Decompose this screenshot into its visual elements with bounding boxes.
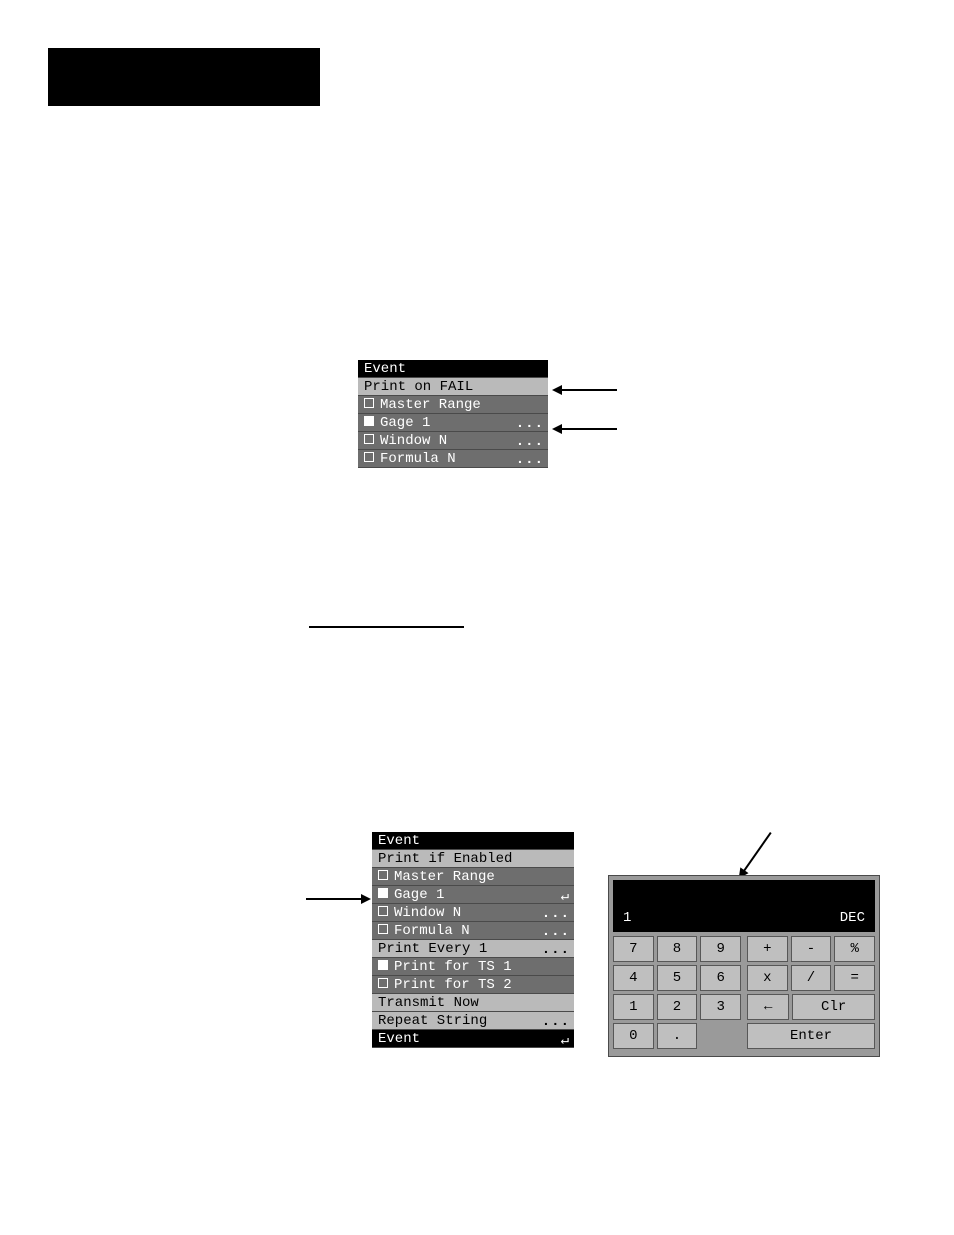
menu-item-label: Print Every 1 xyxy=(378,941,487,957)
continuation-icon: ... xyxy=(542,905,570,923)
checkbox-empty-icon xyxy=(364,452,374,462)
menu-item[interactable]: Window N... xyxy=(358,432,548,450)
menu-header: Event xyxy=(358,360,548,378)
arrow-to-print-on-fail xyxy=(562,389,617,391)
menu-item-label: Formula N xyxy=(380,451,456,467)
key-0[interactable]: 0 xyxy=(613,1023,654,1049)
menu-item[interactable]: Formula N... xyxy=(358,450,548,468)
menu-item-label: Print on FAIL xyxy=(364,379,473,395)
menu-item[interactable]: Print on FAIL xyxy=(358,378,548,396)
black-header-box xyxy=(48,48,320,106)
checkbox-empty-icon xyxy=(378,906,388,916)
key-9[interactable]: 9 xyxy=(700,936,741,962)
key--[interactable]: - xyxy=(791,936,832,962)
continuation-icon: ... xyxy=(542,1013,570,1031)
checkbox-empty-icon xyxy=(378,924,388,934)
checkbox-empty-icon xyxy=(364,398,374,408)
menu-header: Event xyxy=(372,832,574,850)
menu-item[interactable]: Transmit Now xyxy=(372,994,574,1012)
event-menu-2: EventPrint if EnabledMaster RangeGage 1↵… xyxy=(372,832,574,1048)
menu-item-label: Event xyxy=(378,1031,420,1047)
key-%[interactable]: % xyxy=(834,936,875,962)
continuation-icon: ... xyxy=(516,415,544,433)
menu-item-label: Master Range xyxy=(380,397,481,413)
menu-item-label: Print for TS 2 xyxy=(394,977,512,993)
key-=[interactable]: = xyxy=(834,965,875,991)
continuation-icon: ... xyxy=(516,451,544,469)
arrow-to-calculator xyxy=(739,832,772,877)
menu-item[interactable]: Gage 1↵ xyxy=(372,886,574,904)
menu-item-label: Formula N xyxy=(394,923,470,939)
menu-item-label: Window N xyxy=(380,433,447,449)
calculator: 1 DEC 7894561230. +-%x/=←ClrEnter xyxy=(608,875,880,1057)
menu-item[interactable]: Gage 1... xyxy=(358,414,548,432)
menu-item-label: Master Range xyxy=(394,869,495,885)
return-icon: ↵ xyxy=(561,1032,569,1050)
menu-item-label: Window N xyxy=(394,905,461,921)
key-8[interactable]: 8 xyxy=(657,936,698,962)
key-+[interactable]: + xyxy=(747,936,788,962)
key-/[interactable]: / xyxy=(791,965,832,991)
arrow-to-gage1-a xyxy=(562,428,617,430)
key-enter[interactable]: Enter xyxy=(747,1023,875,1049)
calc-display-value: 1 xyxy=(623,910,631,926)
checkbox-empty-icon xyxy=(378,870,388,880)
key-5[interactable]: 5 xyxy=(657,965,698,991)
key-7[interactable]: 7 xyxy=(613,936,654,962)
menu-item-label: Repeat String xyxy=(378,1013,487,1029)
menu-item-label: Print for TS 1 xyxy=(394,959,512,975)
key-1[interactable]: 1 xyxy=(613,994,654,1020)
key-2[interactable]: 2 xyxy=(657,994,698,1020)
menu-item[interactable]: Print Every 1... xyxy=(372,940,574,958)
menu-item[interactable]: Formula N... xyxy=(372,922,574,940)
checkbox-checked-icon xyxy=(378,960,388,970)
calc-oppad: +-% x/= ←Clr Enter xyxy=(747,936,875,1052)
continuation-icon: ... xyxy=(516,433,544,451)
menu-item-label: Print if Enabled xyxy=(378,851,512,867)
key-3[interactable]: 3 xyxy=(700,994,741,1020)
menu-item[interactable]: Print for TS 2 xyxy=(372,976,574,994)
menu-item[interactable]: Repeat String... xyxy=(372,1012,574,1030)
checkbox-empty-icon xyxy=(378,978,388,988)
key-x[interactable]: x xyxy=(747,965,788,991)
menu-item[interactable]: Print if Enabled xyxy=(372,850,574,868)
menu-item-label: Gage 1 xyxy=(394,887,444,903)
arrow-to-gage1-b xyxy=(306,898,361,900)
calc-display-mode: DEC xyxy=(840,910,865,926)
checkbox-checked-icon xyxy=(364,416,374,426)
key-.[interactable]: . xyxy=(657,1023,698,1049)
menu-item[interactable]: Window N... xyxy=(372,904,574,922)
key-4[interactable]: 4 xyxy=(613,965,654,991)
menu-item[interactable]: Master Range xyxy=(372,868,574,886)
key-6[interactable]: 6 xyxy=(700,965,741,991)
calc-display: 1 DEC xyxy=(613,880,875,932)
menu-item-label: Transmit Now xyxy=(378,995,479,1011)
key-←[interactable]: ← xyxy=(747,994,789,1020)
continuation-icon: ... xyxy=(542,923,570,941)
menu-item[interactable]: Print for TS 1 xyxy=(372,958,574,976)
underline xyxy=(309,626,464,628)
checkbox-empty-icon xyxy=(364,434,374,444)
menu-item[interactable]: Master Range xyxy=(358,396,548,414)
checkbox-checked-icon xyxy=(378,888,388,898)
continuation-icon: ... xyxy=(542,941,570,959)
calc-numpad: 789 456 123 0. xyxy=(613,936,741,1052)
menu-item[interactable]: Event ↵ xyxy=(372,1030,574,1048)
event-menu-1: EventPrint on FAILMaster RangeGage 1...W… xyxy=(358,360,548,468)
menu-item-label: Gage 1 xyxy=(380,415,430,431)
key-clr[interactable]: Clr xyxy=(792,994,875,1020)
